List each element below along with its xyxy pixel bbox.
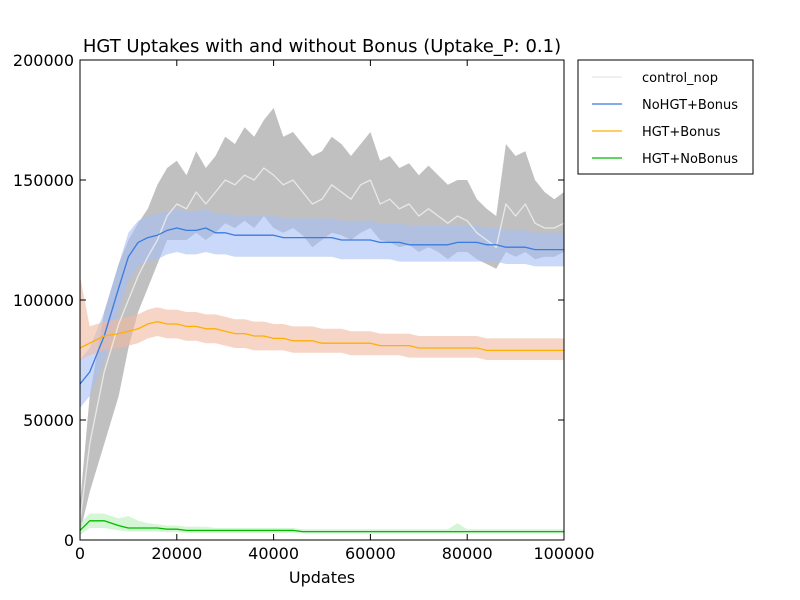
legend-label: HGT+Bonus: [642, 125, 721, 140]
x-tick-label: 100000: [533, 544, 594, 563]
x-axis-title: Updates: [289, 568, 355, 587]
y-tick-label: 150000: [13, 171, 74, 190]
series-band-nohgt-bonus: [80, 208, 564, 408]
legend: control_nop NoHGT+Bonus HGT+Bonus HGT+NoBon…: [577, 59, 754, 175]
series-band-hgt-bonus: [80, 276, 564, 360]
y-tick-label: 50000: [23, 411, 74, 430]
chart-title: HGT Uptakes with and without Bonus (Upta…: [83, 36, 561, 57]
series-line-hgt-bonus: [79, 320, 564, 352]
y-tick-label: 200000: [13, 51, 74, 70]
legend-box: [577, 59, 754, 175]
series-line-nohgt-bonus: [79, 227, 564, 385]
x-tick-label: 20000: [151, 544, 202, 563]
legend-label: HGT+NoBonus: [642, 152, 738, 167]
x-tick-label: 0: [75, 544, 85, 563]
y-tick-label: 100000: [13, 291, 74, 310]
legend-label: control_nop: [642, 71, 718, 86]
plot-area: 0 20000 40000 60000 80000 100000 0 50000 100000 1…: [13, 51, 595, 563]
series-line-control_nop: [79, 167, 565, 521]
legend-label: NoHGT+Bonus: [642, 98, 738, 113]
series-line-hgt-nobonus: [79, 520, 564, 533]
x-tick-label: 80000: [442, 544, 493, 563]
y-tick-label: 0: [64, 531, 74, 550]
x-tick-label: 60000: [345, 544, 396, 563]
x-tick-label: 40000: [248, 544, 299, 563]
